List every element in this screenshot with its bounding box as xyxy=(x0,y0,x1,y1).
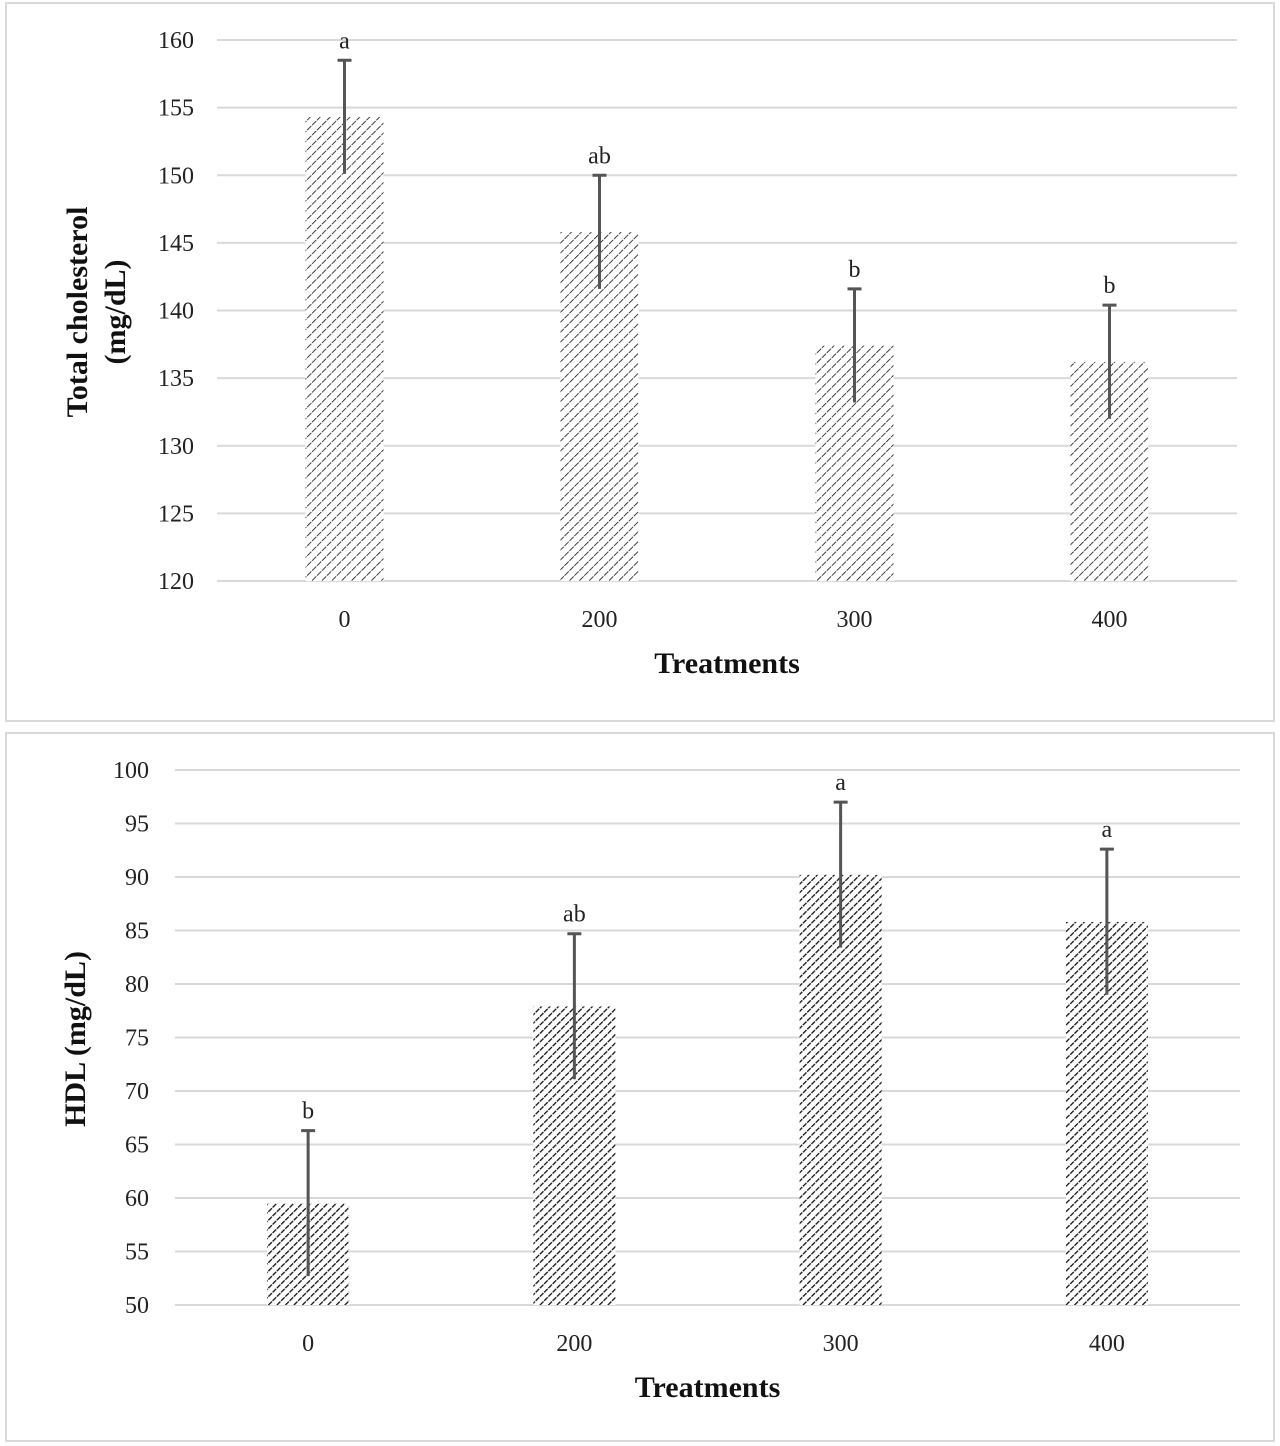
hdl-x-tick-label: 300 xyxy=(823,1331,859,1357)
tc-y-tick-label: 155 xyxy=(158,96,194,122)
hdl-y-tick-label: 65 xyxy=(125,1133,149,1159)
tc-y-tick-label: 160 xyxy=(158,28,194,54)
tc-y-tick-label: 135 xyxy=(158,366,194,392)
tc-bar-200 xyxy=(560,232,639,581)
hdl-y-tick-label: 60 xyxy=(125,1186,149,1212)
hdl-y-tick-label: 50 xyxy=(125,1293,149,1319)
tc-significance-label-300: b xyxy=(849,257,861,283)
hdl-y-tick-label: 75 xyxy=(125,1026,149,1052)
tc-y-tick-label: 120 xyxy=(158,569,194,595)
hdl-error-bar-300 xyxy=(833,800,848,948)
tc-y-tick-label: 150 xyxy=(158,163,194,189)
hdl-y-axis-label: HDL (mg/dL) xyxy=(59,951,92,1127)
tc-y-tick-label: 125 xyxy=(158,501,194,527)
total-cholesterol-chart-panel: 120 125 130 135 140 145 150 155 160 a 0 ab 200 b 300 b 4… xyxy=(5,2,1275,722)
tc-x-tick-label: 300 xyxy=(837,607,873,633)
hdl-y-tick-label: 55 xyxy=(125,1240,149,1266)
hdl-chart-panel: 50 55 60 65 70 75 80 85 90 95 100 b 0 ab 200 a 300 a 400 Tr… xyxy=(5,732,1275,1442)
hdl-x-axis-label: Treatments xyxy=(635,1371,781,1404)
tc-y-tick-label: 130 xyxy=(158,434,194,460)
tc-x-tick-label: 400 xyxy=(1092,607,1128,633)
total-cholesterol-chart: 120 125 130 135 140 145 150 155 160 a 0 ab 200 b 300 b 4… xyxy=(61,28,1237,680)
hdl-chart: 50 55 60 65 70 75 80 85 90 95 100 b 0 ab 200 a 300 a 400 Tr… xyxy=(59,758,1240,1404)
hdl-x-tick-label: 200 xyxy=(556,1331,592,1357)
tc-significance-label-0: a xyxy=(339,28,350,54)
tc-error-bar-400 xyxy=(1102,303,1117,419)
tc-x-tick-label: 200 xyxy=(582,607,618,633)
hdl-y-tick-label: 80 xyxy=(125,972,149,998)
hdl-error-bar-400 xyxy=(1099,847,1114,995)
hdl-significance-label-200: ab xyxy=(563,902,586,928)
hdl-y-tick-label: 85 xyxy=(125,919,149,945)
tc-significance-label-200: ab xyxy=(588,143,611,169)
hdl-significance-label-0: b xyxy=(302,1099,314,1125)
hdl-x-tick-label: 400 xyxy=(1089,1331,1125,1357)
tc-x-axis-label: Treatments xyxy=(654,647,800,680)
tc-error-bar-300 xyxy=(847,287,862,403)
hdl-y-tick-label: 95 xyxy=(125,812,149,838)
tc-y-tick-label: 145 xyxy=(158,231,194,257)
tc-error-bar-200 xyxy=(592,173,607,289)
tc-y-tick-label: 140 xyxy=(158,299,194,325)
hdl-y-tick-label: 100 xyxy=(113,758,149,784)
hdl-y-tick-label: 70 xyxy=(125,1079,149,1105)
tc-y-axis-label: (mg/dL) xyxy=(99,260,132,365)
tc-y-axis-label: Total cholesterol xyxy=(61,207,94,418)
tc-x-tick-label: 0 xyxy=(339,607,351,633)
hdl-error-bar-0 xyxy=(301,1129,316,1277)
hdl-error-bar-200 xyxy=(567,932,582,1080)
hdl-y-tick-label: 90 xyxy=(125,865,149,891)
tc-error-bar-0 xyxy=(337,58,352,174)
hdl-x-tick-label: 0 xyxy=(302,1331,314,1357)
tc-bar-0 xyxy=(305,117,384,581)
tc-significance-label-400: b xyxy=(1104,273,1116,299)
hdl-significance-label-400: a xyxy=(1102,817,1113,843)
hdl-significance-label-300: a xyxy=(835,770,846,796)
